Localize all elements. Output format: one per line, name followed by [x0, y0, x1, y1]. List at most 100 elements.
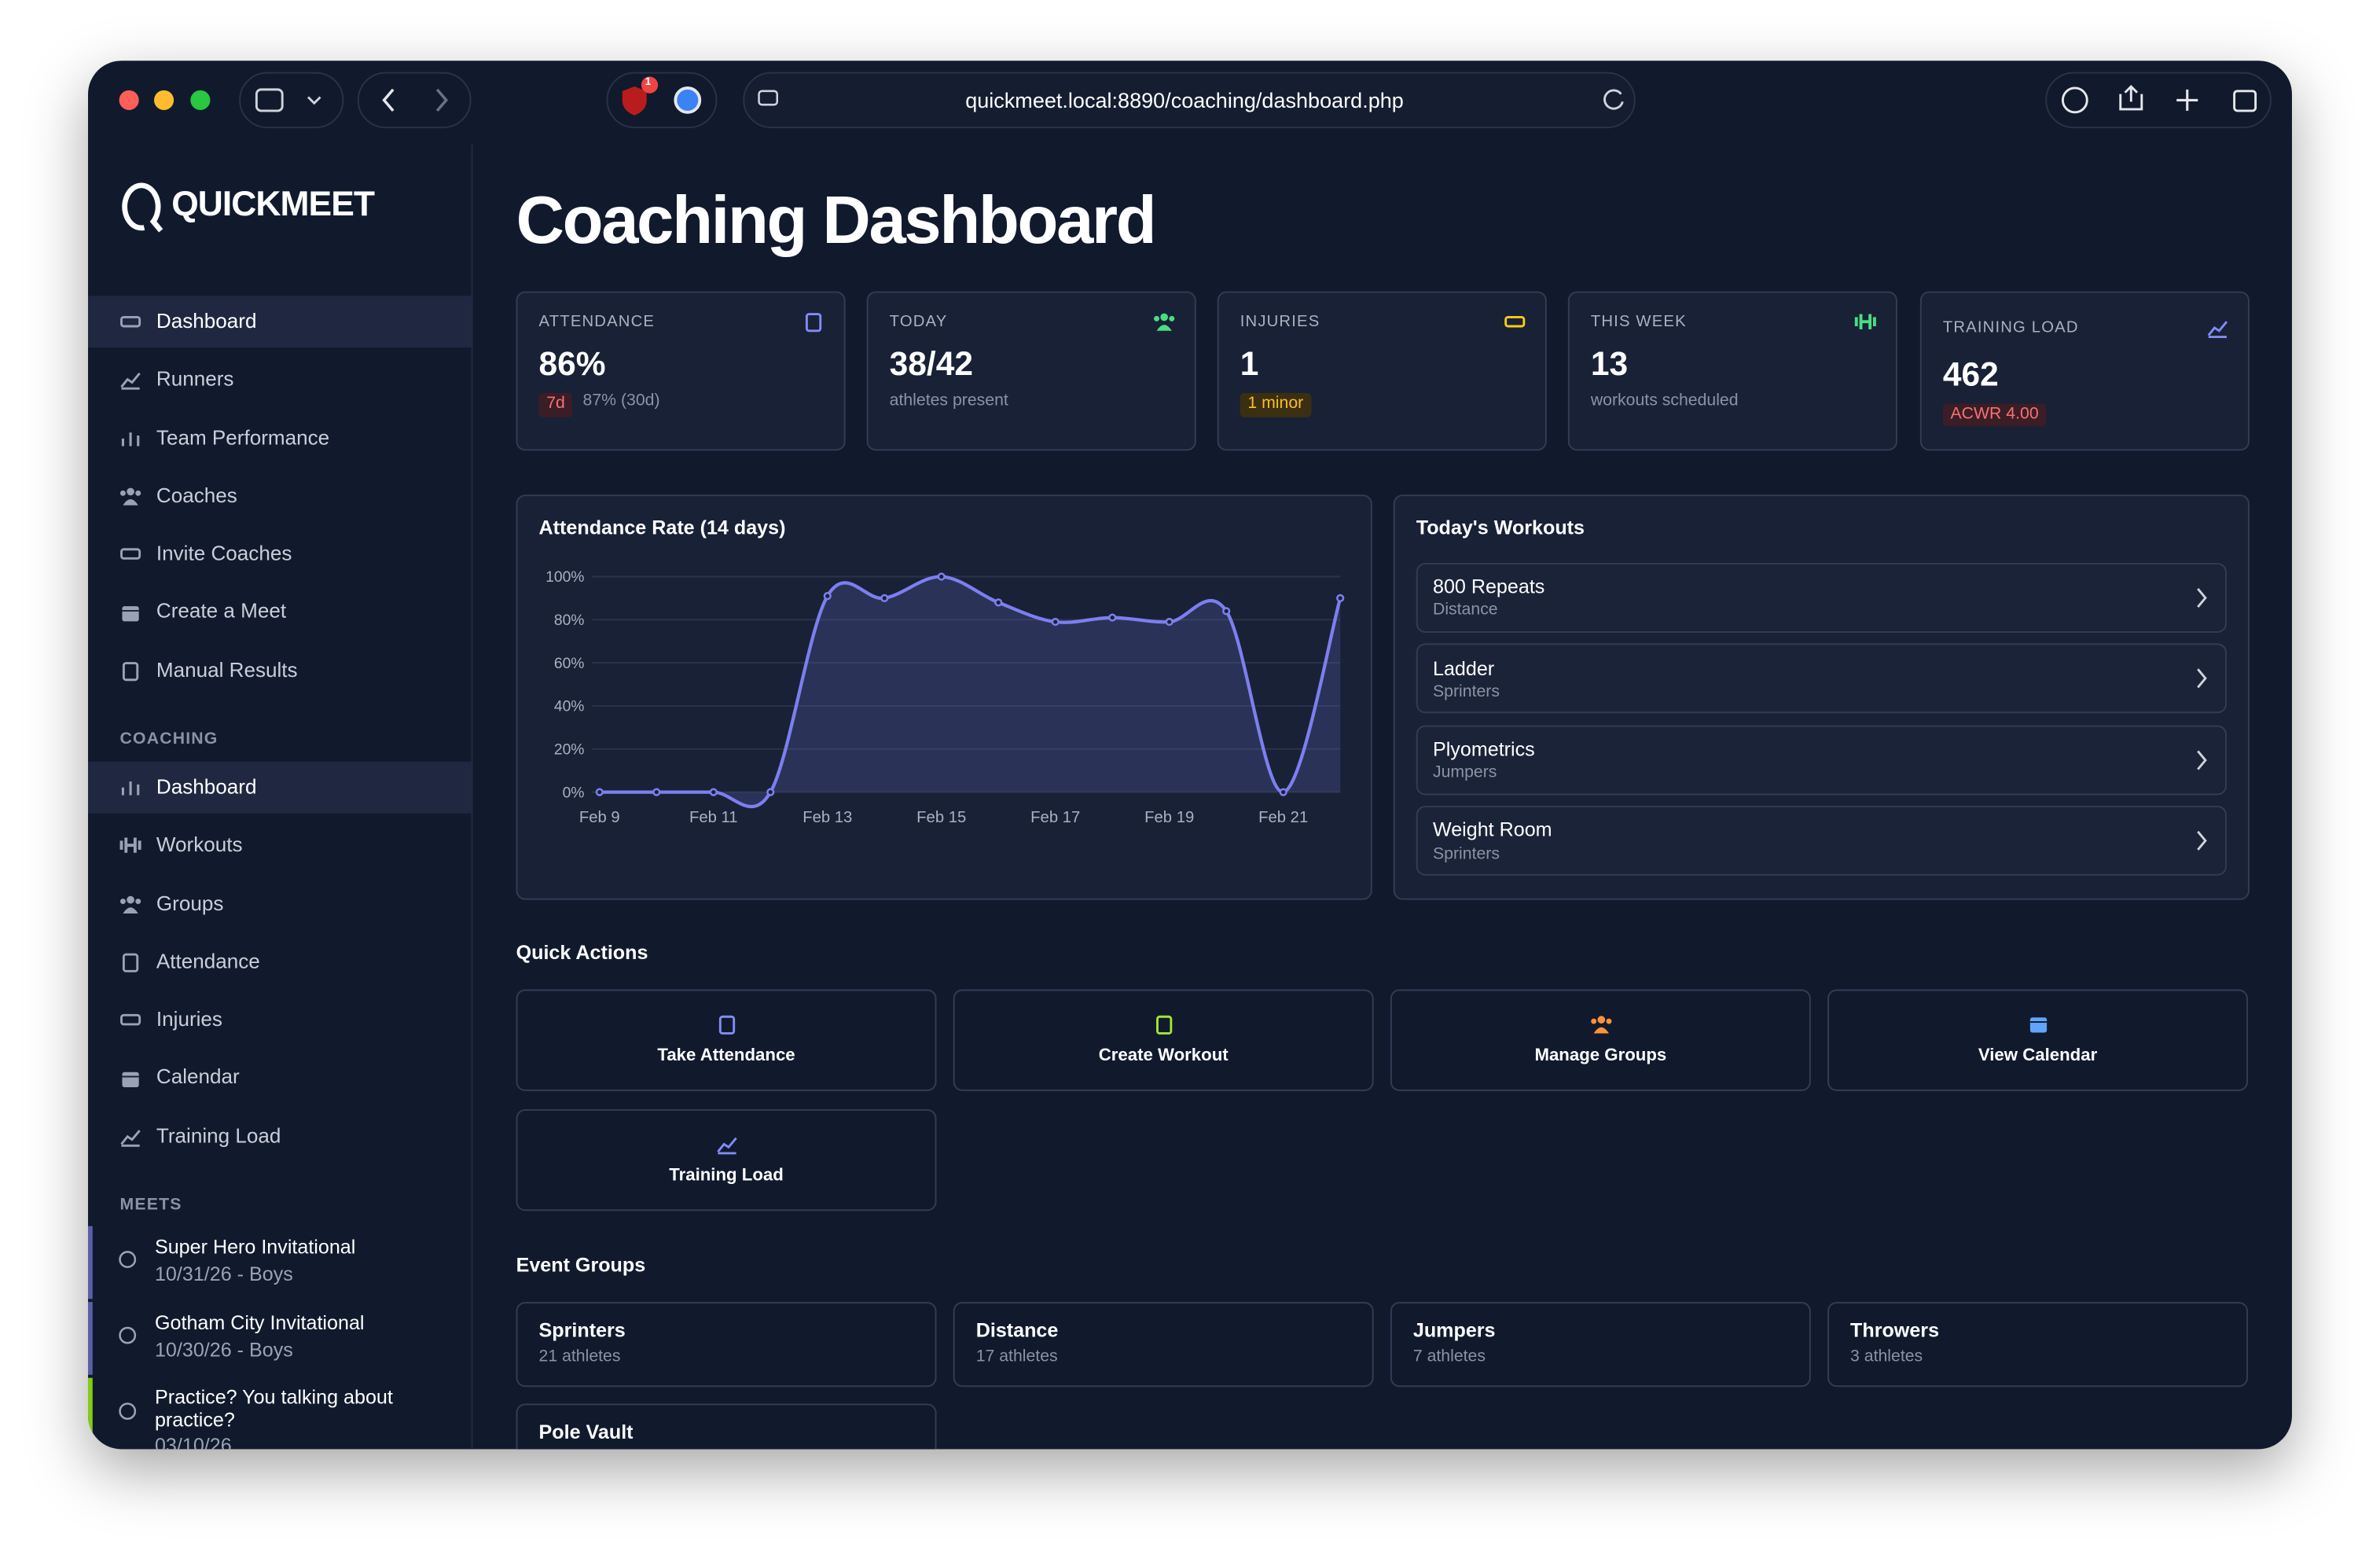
- extension-password[interactable]: [674, 86, 702, 114]
- forward-icon[interactable]: [435, 88, 449, 112]
- group-name[interactable]: Throwers: [1850, 1318, 1940, 1342]
- reload-icon[interactable]: [1603, 89, 1624, 110]
- icon-glyph: [1854, 314, 1876, 329]
- quick-action-button[interactable]: [953, 989, 1374, 1091]
- icon: [122, 605, 139, 621]
- workouts-title: Today's Workouts: [1416, 516, 1585, 539]
- icon-glyph: [716, 1137, 736, 1155]
- meet-name[interactable]: Gotham City Invitational: [154, 1311, 365, 1335]
- event-group-card[interactable]: [1390, 1302, 1811, 1388]
- sidebar-toggle[interactable]: [239, 72, 344, 129]
- workout-item[interactable]: [1416, 806, 2227, 877]
- workout-name[interactable]: Plyometrics: [1432, 737, 1535, 761]
- stat-sub: workouts scheduled: [1590, 392, 1739, 410]
- icon: [119, 487, 141, 505]
- quick-action-label[interactable]: Create Workout: [1098, 1047, 1229, 1066]
- icon-glyph: [127, 895, 134, 903]
- nav-item[interactable]: Training Load: [156, 1123, 281, 1147]
- chevron: [2197, 588, 2207, 608]
- group-name[interactable]: Sprinters: [538, 1318, 626, 1342]
- download-icon[interactable]: [2061, 86, 2088, 114]
- event-group-card[interactable]: [516, 1302, 937, 1388]
- nav-item[interactable]: Coaches: [156, 483, 237, 507]
- data-point: [595, 788, 604, 796]
- meet-icon: [119, 1402, 137, 1421]
- line: [599, 575, 1342, 809]
- meet-name[interactable]: Super Hero Invitational: [154, 1235, 356, 1259]
- tabs-icon[interactable]: [2233, 90, 2257, 112]
- x-tick-label: Feb 9: [579, 809, 620, 826]
- nav-item[interactable]: Groups: [156, 891, 224, 914]
- event-group-card[interactable]: [516, 1403, 937, 1450]
- workout-item[interactable]: [1416, 725, 2227, 796]
- nav-item[interactable]: Create a Meet: [156, 600, 287, 623]
- nav-item[interactable]: Team Performance: [156, 425, 330, 449]
- close-button[interactable]: [119, 90, 139, 110]
- group-name[interactable]: Jumpers: [1412, 1318, 1496, 1342]
- quick-action-label[interactable]: Training Load: [669, 1167, 784, 1186]
- quick-action-button[interactable]: [1390, 989, 1811, 1091]
- quick-action-button[interactable]: [516, 1108, 937, 1211]
- event-group-card[interactable]: [953, 1302, 1374, 1388]
- nav-item[interactable]: Runners: [156, 367, 234, 391]
- nav-item[interactable]: Dashboard: [156, 309, 257, 333]
- minimize-button[interactable]: [154, 90, 174, 110]
- quick-action-label[interactable]: View Calendar: [1978, 1047, 2098, 1066]
- quick-action-label[interactable]: Take Attendance: [657, 1047, 795, 1066]
- quick-action-button[interactable]: [1827, 989, 2248, 1091]
- section-title: Event Groups: [516, 1253, 646, 1277]
- nav-item[interactable]: Calendar: [156, 1065, 240, 1089]
- icon-glyph: [127, 487, 134, 496]
- y-tick-label: 80%: [554, 612, 585, 629]
- workout-item[interactable]: [1416, 644, 2227, 714]
- nav-item[interactable]: Dashboard: [156, 775, 257, 799]
- quick-action-label[interactable]: Manage Groups: [1534, 1047, 1667, 1066]
- icon-glyph: [120, 315, 141, 328]
- icon-glyph: [1169, 315, 1175, 322]
- nav-item[interactable]: Injuries: [156, 1007, 222, 1031]
- quick-action-button[interactable]: [516, 989, 937, 1091]
- share-icon[interactable]: [2119, 84, 2143, 111]
- icon-glyph: [1592, 1027, 1609, 1034]
- nav-item[interactable]: Invite Coaches: [156, 542, 292, 565]
- data-point: [994, 598, 1003, 607]
- meet-name[interactable]: Practice? You talking about practice?: [154, 1385, 393, 1432]
- group-name[interactable]: Distance: [975, 1318, 1059, 1342]
- stat-value: 38/42: [889, 344, 973, 383]
- icon: [122, 661, 139, 681]
- back-icon[interactable]: [382, 88, 395, 112]
- page-title: Coaching Dashboard: [516, 183, 1157, 259]
- icon: [718, 1015, 735, 1035]
- nav-buttons[interactable]: [357, 72, 472, 129]
- icon-glyph: [1504, 315, 1526, 328]
- extension-shield[interactable]: [622, 86, 647, 116]
- stat-label: TRAINING LOAD: [1942, 318, 2079, 336]
- icon: [120, 1014, 141, 1026]
- active-nav-bg: [88, 761, 472, 814]
- icon: [1854, 314, 1876, 329]
- workout-item[interactable]: [1416, 563, 2227, 633]
- workout-name[interactable]: Ladder: [1432, 656, 1495, 679]
- nav-item[interactable]: Workouts: [156, 833, 243, 857]
- nav-item[interactable]: Manual Results: [156, 658, 298, 682]
- event-group-card[interactable]: [1827, 1302, 2248, 1388]
- new-tab-icon[interactable]: [2176, 89, 2198, 111]
- workout-name[interactable]: 800 Repeats: [1432, 575, 1545, 598]
- icon: [121, 781, 140, 796]
- icon-glyph: [121, 781, 140, 796]
- nav-item[interactable]: Attendance: [156, 949, 260, 972]
- workout-name[interactable]: Weight Room: [1432, 818, 1552, 842]
- stat-label: ATTENDANCE: [538, 312, 656, 331]
- x-tick-label: Feb 11: [689, 809, 738, 826]
- y-tick-label: 0%: [563, 785, 585, 801]
- group-name[interactable]: Pole Vault: [538, 1421, 634, 1444]
- address-bar[interactable]: [743, 72, 1636, 129]
- icon-glyph: [1156, 325, 1172, 331]
- zoom-button[interactable]: [190, 90, 211, 110]
- icon: [120, 1129, 141, 1147]
- stat-card: [516, 291, 846, 451]
- section-heading: COACHING: [119, 730, 219, 749]
- sidebar-icon: [255, 88, 284, 112]
- data-point: [1108, 613, 1117, 622]
- icon-glyph: [120, 1014, 141, 1026]
